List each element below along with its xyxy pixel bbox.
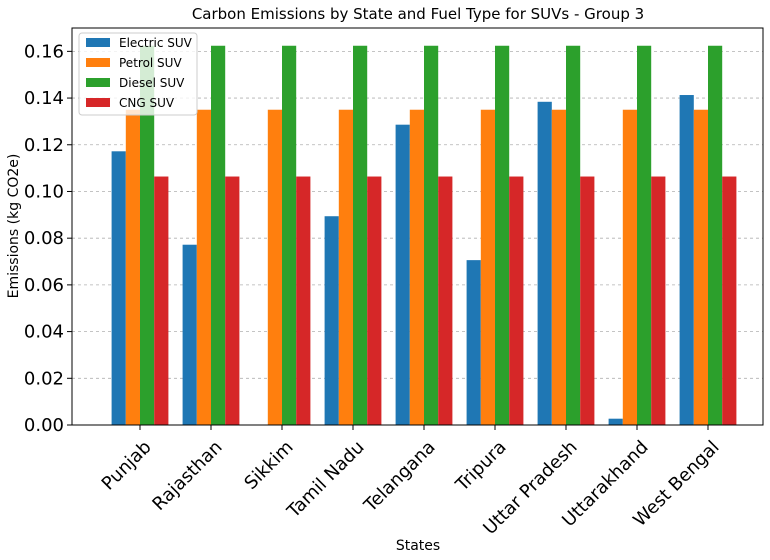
bar-petrol-suv xyxy=(196,109,211,425)
legend-swatch xyxy=(86,38,110,47)
y-tick-label: 0.12 xyxy=(24,135,64,156)
y-ticks: 0.00 0.02 0.04 0.06 0.08 0.10 0.12 0.14 0.16 xyxy=(24,41,72,436)
bar-electric-suv xyxy=(537,101,552,426)
legend-box xyxy=(78,32,198,116)
plot-frame xyxy=(71,27,764,426)
bar-cng-suv xyxy=(580,176,595,425)
bars xyxy=(111,45,737,426)
bar-cng-suv xyxy=(154,176,169,425)
y-tick-label: 0.02 xyxy=(24,368,64,389)
bar-diesel-suv xyxy=(353,45,368,426)
y-tick-label: 0.06 xyxy=(24,275,64,296)
bar-electric-suv xyxy=(324,216,339,425)
bar-diesel-suv xyxy=(140,45,155,426)
bar-petrol-suv xyxy=(409,109,424,425)
x-tick-label: Punjab xyxy=(98,437,156,495)
bar-diesel-suv xyxy=(708,45,723,426)
bar-electric-suv xyxy=(395,124,410,425)
bar-diesel-suv xyxy=(495,45,510,426)
bar-electric-suv xyxy=(679,95,694,425)
legend-swatch xyxy=(86,78,110,87)
y-tick-label: 0.04 xyxy=(24,322,64,343)
x-tick-label: Sikkim xyxy=(240,437,297,494)
bar-diesel-suv xyxy=(211,45,226,426)
x-tick-label: Rajasthan xyxy=(148,437,226,515)
bar-diesel-suv xyxy=(566,45,581,426)
bar-diesel-suv xyxy=(637,45,652,426)
y-tick-label: 0.08 xyxy=(24,228,64,249)
legend-swatch xyxy=(86,58,110,67)
bar-petrol-suv xyxy=(480,109,495,425)
bar-diesel-suv xyxy=(424,45,439,426)
bar-cng-suv xyxy=(367,176,382,425)
bar-cng-suv xyxy=(509,176,524,425)
bar-petrol-suv xyxy=(267,109,282,425)
bar-cng-suv xyxy=(651,176,666,425)
y-tick-label: 0.14 xyxy=(24,88,64,109)
y-tick-label: 0.10 xyxy=(24,181,64,202)
bar-cng-suv xyxy=(722,176,737,425)
x-tick-label: Tripura xyxy=(451,437,510,496)
legend-label: Diesel SUV xyxy=(119,76,185,90)
legend: Electric SUV Petrol SUV Diesel SUV CNG SUV xyxy=(78,32,198,116)
legend-swatch xyxy=(86,98,110,107)
bar-cng-suv xyxy=(438,176,453,425)
bar-petrol-suv xyxy=(125,109,140,425)
bar-electric-suv xyxy=(466,260,481,425)
bar-diesel-suv xyxy=(282,45,297,426)
bar-petrol-suv xyxy=(622,109,637,425)
x-tick-label: Telangana xyxy=(359,437,439,517)
legend-label: Electric SUV xyxy=(119,36,193,50)
chart-title: Carbon Emissions by State and Fuel Type … xyxy=(192,5,644,23)
bar-petrol-suv xyxy=(338,109,353,425)
y-axis-label: Emissions (kg CO2e) xyxy=(6,154,22,299)
bar-cng-suv xyxy=(225,176,240,425)
bar-electric-suv xyxy=(111,151,126,425)
bar-cng-suv xyxy=(296,176,311,425)
bar-electric-suv xyxy=(182,244,197,425)
bar-electric-suv xyxy=(608,418,623,425)
y-tick-label: 0.00 xyxy=(24,415,64,436)
bar-petrol-suv xyxy=(551,109,566,425)
y-tick-label: 0.16 xyxy=(24,41,64,62)
legend-label: CNG SUV xyxy=(119,96,175,110)
bar-petrol-suv xyxy=(693,109,708,425)
x-axis-label: States xyxy=(396,538,440,554)
legend-label: Petrol SUV xyxy=(119,56,182,70)
